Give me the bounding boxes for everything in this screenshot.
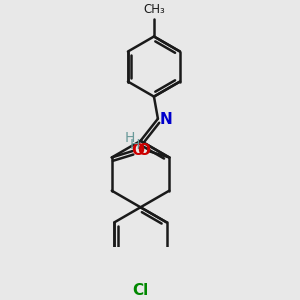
Text: CH₃: CH₃	[143, 3, 165, 16]
Text: O: O	[131, 143, 144, 158]
Text: H: H	[129, 138, 140, 152]
Text: N: N	[160, 112, 172, 127]
Text: H: H	[124, 131, 135, 145]
Text: O: O	[137, 143, 150, 158]
Text: Cl: Cl	[132, 283, 148, 298]
